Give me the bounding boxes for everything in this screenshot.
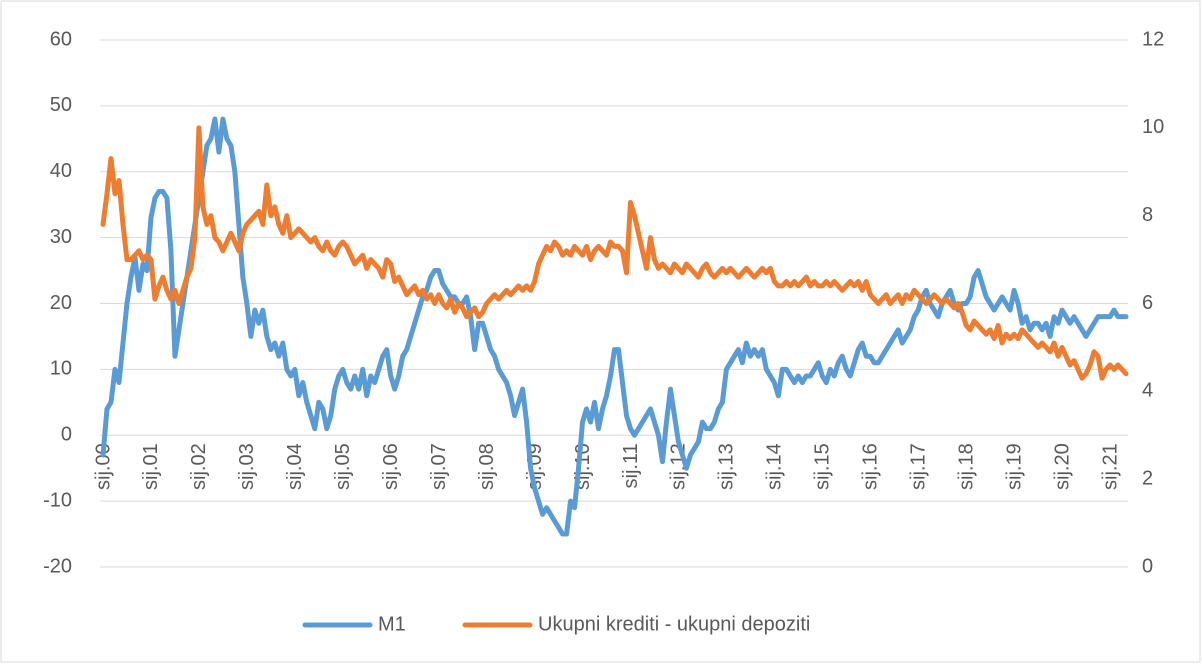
x-tick-label: sij.15 xyxy=(812,443,834,490)
x-tick-label: sij.04 xyxy=(284,443,306,490)
series-line xyxy=(100,125,1129,381)
y2-tick-label: 2 xyxy=(1142,467,1153,489)
legend-label: M1 xyxy=(378,613,406,635)
y2-tick-label: 10 xyxy=(1142,116,1164,138)
y2-tick-label: 6 xyxy=(1142,292,1153,314)
y2-tick-label: 8 xyxy=(1142,204,1153,226)
x-tick-label: sij.08 xyxy=(476,443,498,490)
x-tick-label: sij.14 xyxy=(764,443,786,490)
y2-tick-label: 12 xyxy=(1142,28,1164,50)
x-tick-label: sij.06 xyxy=(380,443,402,490)
x-tick-label: sij.07 xyxy=(428,443,450,490)
x-tick-label: sij.11 xyxy=(620,443,642,488)
y-tick-label: 30 xyxy=(50,226,72,248)
x-tick-label: sij.01 xyxy=(140,443,162,490)
x-tick-label: sij.19 xyxy=(1003,443,1025,490)
x-tick-label: sij.21 xyxy=(1099,443,1121,490)
y-tick-label: 20 xyxy=(50,292,72,314)
y-tick-label: 10 xyxy=(50,358,72,380)
x-tick-label: sij.05 xyxy=(332,443,354,490)
x-tick-label: sij.00 xyxy=(92,443,114,490)
x-tick-label: sij.13 xyxy=(716,443,738,490)
y-tick-label: -10 xyxy=(43,489,72,511)
y-tick-label: 60 xyxy=(50,28,72,50)
y-tick-label: 50 xyxy=(50,94,72,116)
x-tick-label: sij.17 xyxy=(907,443,929,490)
x-tick-label: sij.20 xyxy=(1051,443,1073,490)
y2-tick-label: 4 xyxy=(1142,380,1153,402)
y2-tick-label: 0 xyxy=(1142,555,1153,577)
y-tick-label: 40 xyxy=(50,160,72,182)
y-tick-label: -20 xyxy=(43,555,72,577)
legend-label: Ukupni krediti - ukupni depoziti xyxy=(538,613,810,635)
x-tick-label: sij.16 xyxy=(860,443,882,490)
y-tick-label: 0 xyxy=(61,424,72,446)
x-tick-label: sij.03 xyxy=(236,443,258,490)
x-tick-label: sij.18 xyxy=(955,443,977,490)
x-tick-label: sij.02 xyxy=(188,443,210,490)
